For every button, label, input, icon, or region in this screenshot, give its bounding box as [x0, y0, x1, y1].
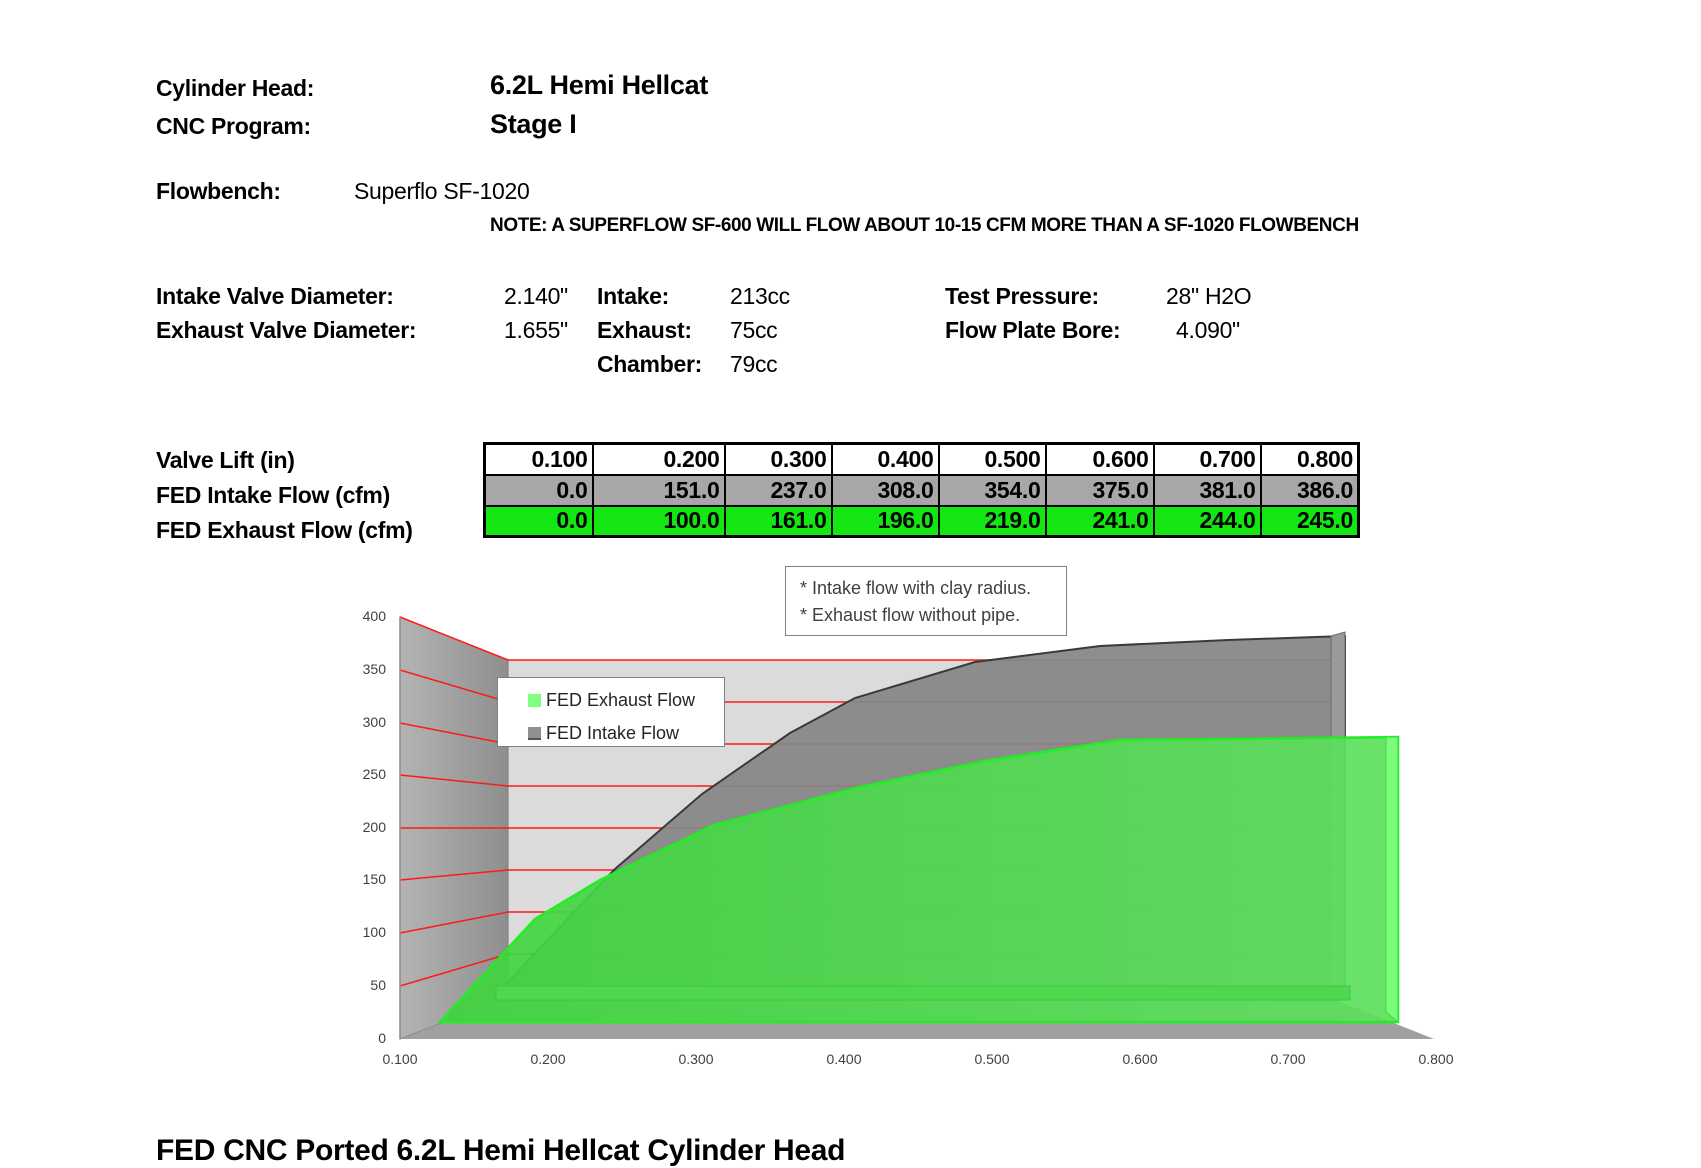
- x-tick: 0.700: [1270, 1051, 1306, 1067]
- table-cell: 0.400: [830, 442, 940, 476]
- table-cell: 244.0: [1152, 504, 1262, 538]
- row-label-valve-lift: Valve Lift (in): [156, 447, 295, 473]
- legend-label: FED Intake Flow: [546, 723, 680, 743]
- table-row-exhaust-flow: 0.0 100.0 161.0 196.0 219.0 241.0 244.0 …: [483, 504, 1360, 538]
- intake-valve-value: 2.140": [504, 283, 568, 309]
- cylinder-head-label: Cylinder Head:: [156, 75, 315, 101]
- intake-volume-value: 213cc: [730, 283, 790, 309]
- table-row-valve-lift: 0.100 0.200 0.300 0.400 0.500 0.600 0.70…: [483, 442, 1360, 476]
- flow-plate-bore-value: 4.090": [1176, 317, 1240, 343]
- table-cell: 151.0: [591, 473, 726, 507]
- table-cell: 241.0: [1044, 504, 1155, 538]
- x-tick: 0.800: [1418, 1051, 1454, 1067]
- x-tick: 0.500: [974, 1051, 1010, 1067]
- chamber-volume-label: Chamber:: [597, 351, 702, 377]
- test-pressure-label: Test Pressure:: [945, 283, 1099, 309]
- y-tick: 250: [362, 766, 386, 782]
- y-tick: 0: [378, 1030, 386, 1046]
- flow-plate-bore-label: Flow Plate Bore:: [945, 317, 1121, 343]
- intake-valve-label: Intake Valve Diameter:: [156, 283, 394, 309]
- y-tick: 100: [362, 924, 386, 940]
- table-cell: 0.0: [483, 504, 594, 538]
- page-footer-title: FED CNC Ported 6.2L Hemi Hellcat Cylinde…: [156, 1134, 846, 1167]
- x-tick: 0.300: [678, 1051, 714, 1067]
- test-pressure-value: 28" H2O: [1166, 283, 1252, 309]
- cnc-program-label: CNC Program:: [156, 113, 311, 139]
- cnc-program-value: Stage I: [490, 109, 577, 139]
- exhaust-flow-area-base: [495, 985, 1351, 1001]
- x-tick: 0.100: [382, 1051, 418, 1067]
- chart-note: * Intake flow with clay radius.: [800, 578, 1032, 598]
- flowbench-note: NOTE: A SUPERFLOW SF-600 WILL FLOW ABOUT…: [490, 215, 1359, 236]
- exhaust-valve-label: Exhaust Valve Diameter:: [156, 317, 417, 343]
- chart-note: * Exhaust flow without pipe.: [800, 605, 1021, 625]
- y-tick: 300: [362, 714, 386, 730]
- x-tick: 0.600: [1122, 1051, 1158, 1067]
- table-cell: 219.0: [937, 504, 1047, 538]
- table-cell: 0.0: [483, 473, 594, 507]
- intake-volume-label: Intake:: [597, 283, 670, 309]
- legend-swatch-icon: [528, 694, 541, 707]
- exhaust-volume-label: Exhaust:: [597, 317, 692, 343]
- table-cell: 308.0: [830, 473, 940, 507]
- table-cell: 100.0: [591, 504, 726, 538]
- exhaust-valve-value: 1.655": [504, 317, 568, 343]
- exhaust-volume-value: 75cc: [730, 317, 778, 343]
- table-cell: 237.0: [723, 473, 833, 507]
- table-cell: 0.200: [591, 442, 726, 476]
- legend-item-exhaust: FED Exhaust Flow: [528, 684, 724, 717]
- table-cell: 0.100: [483, 442, 594, 476]
- legend-swatch-icon: [528, 727, 541, 740]
- legend-label: FED Exhaust Flow: [546, 690, 696, 710]
- y-tick: 400: [362, 608, 386, 624]
- table-cell: 0.800: [1259, 442, 1360, 476]
- table-cell: 354.0: [937, 473, 1047, 507]
- table-cell: 245.0: [1259, 504, 1360, 538]
- chart-notes-box: * Intake flow with clay radius. * Exhaus…: [785, 566, 1067, 636]
- table-cell: 196.0: [830, 504, 940, 538]
- chart-legend: FED Exhaust Flow FED Intake Flow: [497, 677, 725, 747]
- y-tick: 150: [362, 871, 386, 887]
- flow-table: 0.100 0.200 0.300 0.400 0.500 0.600 0.70…: [483, 442, 1360, 538]
- table-cell: 386.0: [1259, 473, 1360, 507]
- x-tick: 0.400: [826, 1051, 862, 1067]
- table-cell: 0.300: [723, 442, 833, 476]
- flowbench-value: Superflo SF-1020: [354, 178, 530, 204]
- chamber-volume-value: 79cc: [730, 351, 778, 377]
- y-tick: 200: [362, 819, 386, 835]
- table-cell: 375.0: [1044, 473, 1155, 507]
- y-tick: 50: [370, 977, 386, 993]
- row-label-intake-flow: FED Intake Flow (cfm): [156, 482, 390, 508]
- y-tick: 350: [362, 661, 386, 677]
- table-cell: 0.600: [1044, 442, 1155, 476]
- x-tick: 0.200: [530, 1051, 566, 1067]
- table-cell: 381.0: [1152, 473, 1262, 507]
- row-label-exhaust-flow: FED Exhaust Flow (cfm): [156, 517, 413, 543]
- table-cell: 0.500: [937, 442, 1047, 476]
- table-cell: 0.700: [1152, 442, 1262, 476]
- legend-item-intake: FED Intake Flow: [528, 717, 724, 750]
- table-row-intake-flow: 0.0 151.0 237.0 308.0 354.0 375.0 381.0 …: [483, 473, 1360, 507]
- exhaust-flow-area-side: [1385, 736, 1399, 1024]
- flowbench-label: Flowbench:: [156, 178, 281, 204]
- cylinder-head-value: 6.2L Hemi Hellcat: [490, 70, 709, 100]
- table-cell: 161.0: [723, 504, 833, 538]
